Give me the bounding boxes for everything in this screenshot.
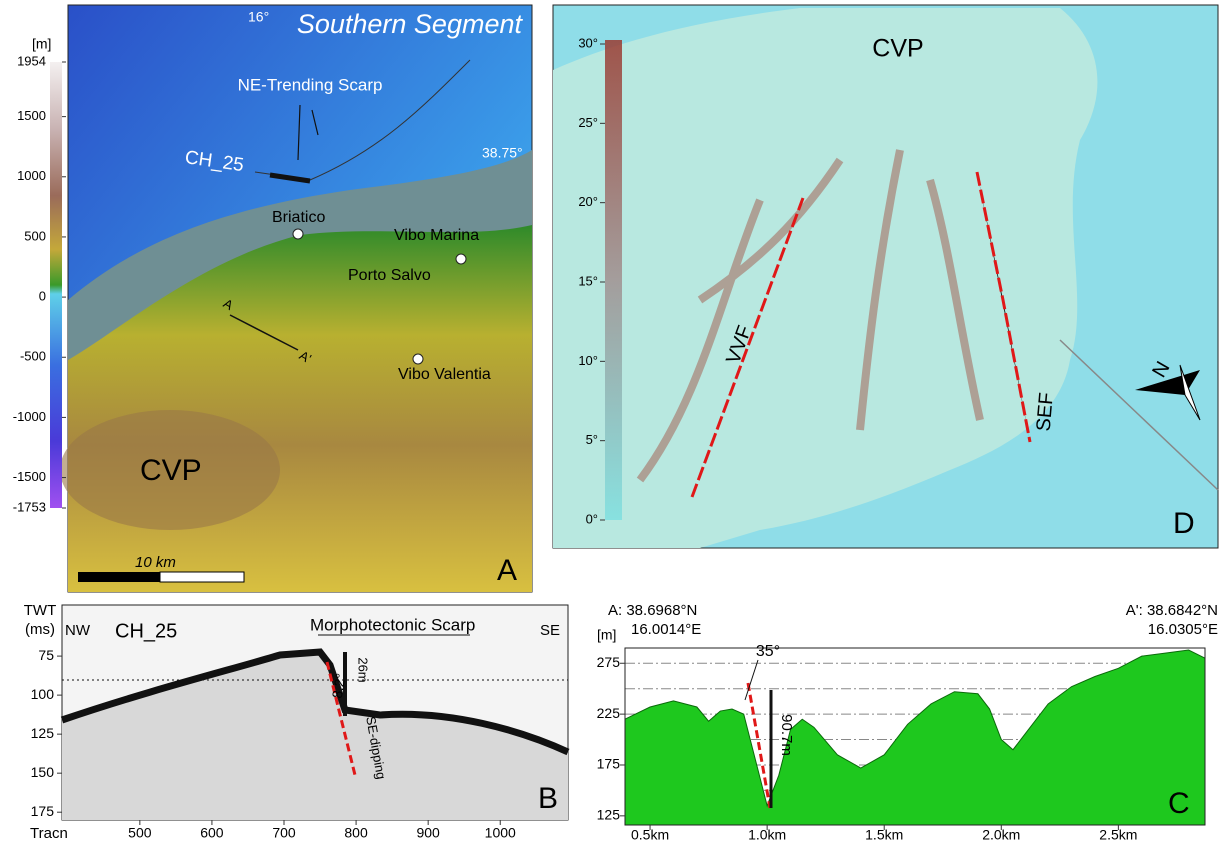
map-label: CVP: [140, 454, 202, 487]
colorbar-label: 25°: [578, 115, 598, 130]
figure: [m] 16° Southern Segment NE-Trending Sca…: [0, 0, 1223, 845]
colorbar-unit: [m]: [32, 36, 51, 52]
colorbar-label: 0: [39, 289, 46, 304]
endpoint-label: 16.0305°E: [1148, 621, 1218, 638]
leader-line: [745, 660, 758, 700]
axis-title: (ms): [25, 621, 55, 638]
profile-label: CH_25: [115, 620, 177, 642]
lon-label: 16°: [248, 9, 269, 25]
map-label: Porto Salvo: [348, 267, 431, 284]
map-label: Vibo Marina: [394, 227, 479, 244]
lat-label: 38.75°: [482, 145, 523, 161]
annotation: 35°: [756, 643, 780, 660]
map-label: Briatico: [272, 209, 325, 226]
x-tick-label: 1000: [485, 825, 516, 841]
y-tick-label: 175: [31, 803, 55, 819]
profile-label: SE: [540, 622, 560, 639]
panel-letter: A: [497, 554, 517, 587]
profile-area: [625, 650, 1205, 825]
map-label: Vibo Valentia: [398, 366, 491, 383]
town-dot: [293, 229, 303, 239]
colorbar: [50, 62, 62, 508]
y-tick-label: 175: [597, 756, 621, 772]
colorbar-label: 1954: [17, 53, 46, 68]
colorbar-label: 5°: [586, 432, 598, 447]
axis-title: Tracn: [30, 825, 68, 842]
x-tick-label: 500: [128, 825, 152, 841]
x-tick-label: 700: [272, 825, 296, 841]
colorbar-label: 0°: [586, 511, 598, 526]
colorbar-label: -1000: [13, 409, 46, 424]
map-label: CVP: [872, 35, 923, 63]
panel-d: CVP VVF SEF N D: [553, 5, 1218, 548]
profile-label: Morphotectonic Scarp: [310, 615, 475, 634]
y-tick-label: 125: [31, 725, 55, 741]
annotation: 90.7m: [778, 714, 795, 756]
endpoint-label: 16.0014°E: [631, 621, 701, 638]
panel-c: A: 38.6968°N 16.0014°E A': 38.6842°N 16.…: [597, 602, 1218, 843]
town-dot: [456, 254, 466, 264]
x-tick-label: 800: [344, 825, 368, 841]
axis-unit: [m]: [597, 627, 616, 643]
panel-b: TWT (ms) Tracn NW CH_25 Morphotectonic S…: [24, 602, 568, 842]
panel-title: Southern Segment: [297, 9, 524, 39]
colorbar-label: 15°: [578, 273, 598, 288]
colorbar-label: 20°: [578, 194, 598, 209]
colorbar-label: 1500: [17, 108, 46, 123]
map-label: SEF: [1033, 392, 1058, 433]
map-label: NE-Trending Scarp: [238, 75, 383, 94]
y-tick-label: 100: [31, 686, 55, 702]
panel-letter: C: [1168, 787, 1190, 820]
endpoint-label: A: 38.6968°N: [608, 602, 697, 619]
y-tick-label: 225: [597, 705, 621, 721]
colorbar-label: 500: [24, 228, 46, 243]
colorbar-label: 30°: [578, 35, 598, 50]
scale-bar: [78, 572, 160, 582]
axis-title: TWT: [24, 602, 56, 619]
town-dot: [413, 354, 423, 364]
y-tick-label: 125: [597, 807, 621, 823]
colorbar-label: 10°: [578, 353, 598, 368]
y-tick-label: 75: [38, 647, 54, 663]
colorbar-label: -1500: [13, 469, 46, 484]
panel-a: [m] 16° Southern Segment NE-Trending Sca…: [32, 5, 532, 592]
colorbar-label: -1753: [13, 499, 46, 514]
colorbar-label: 1000: [17, 168, 46, 183]
scale-bar: [160, 572, 244, 582]
y-tick-label: 275: [597, 654, 621, 670]
x-tick-label: 600: [200, 825, 224, 841]
panel-letter: D: [1173, 507, 1195, 540]
endpoint-label: A': 38.6842°N: [1126, 602, 1218, 619]
profile-label: 26m: [356, 657, 371, 682]
panel-letter: B: [538, 782, 558, 815]
colorbar-label: -500: [20, 349, 46, 364]
colorbar: [605, 40, 622, 520]
y-tick-label: 150: [31, 764, 55, 780]
profile-label: NW: [65, 622, 91, 639]
scale-label: 10 km: [135, 554, 176, 571]
x-tick-label: 900: [416, 825, 440, 841]
